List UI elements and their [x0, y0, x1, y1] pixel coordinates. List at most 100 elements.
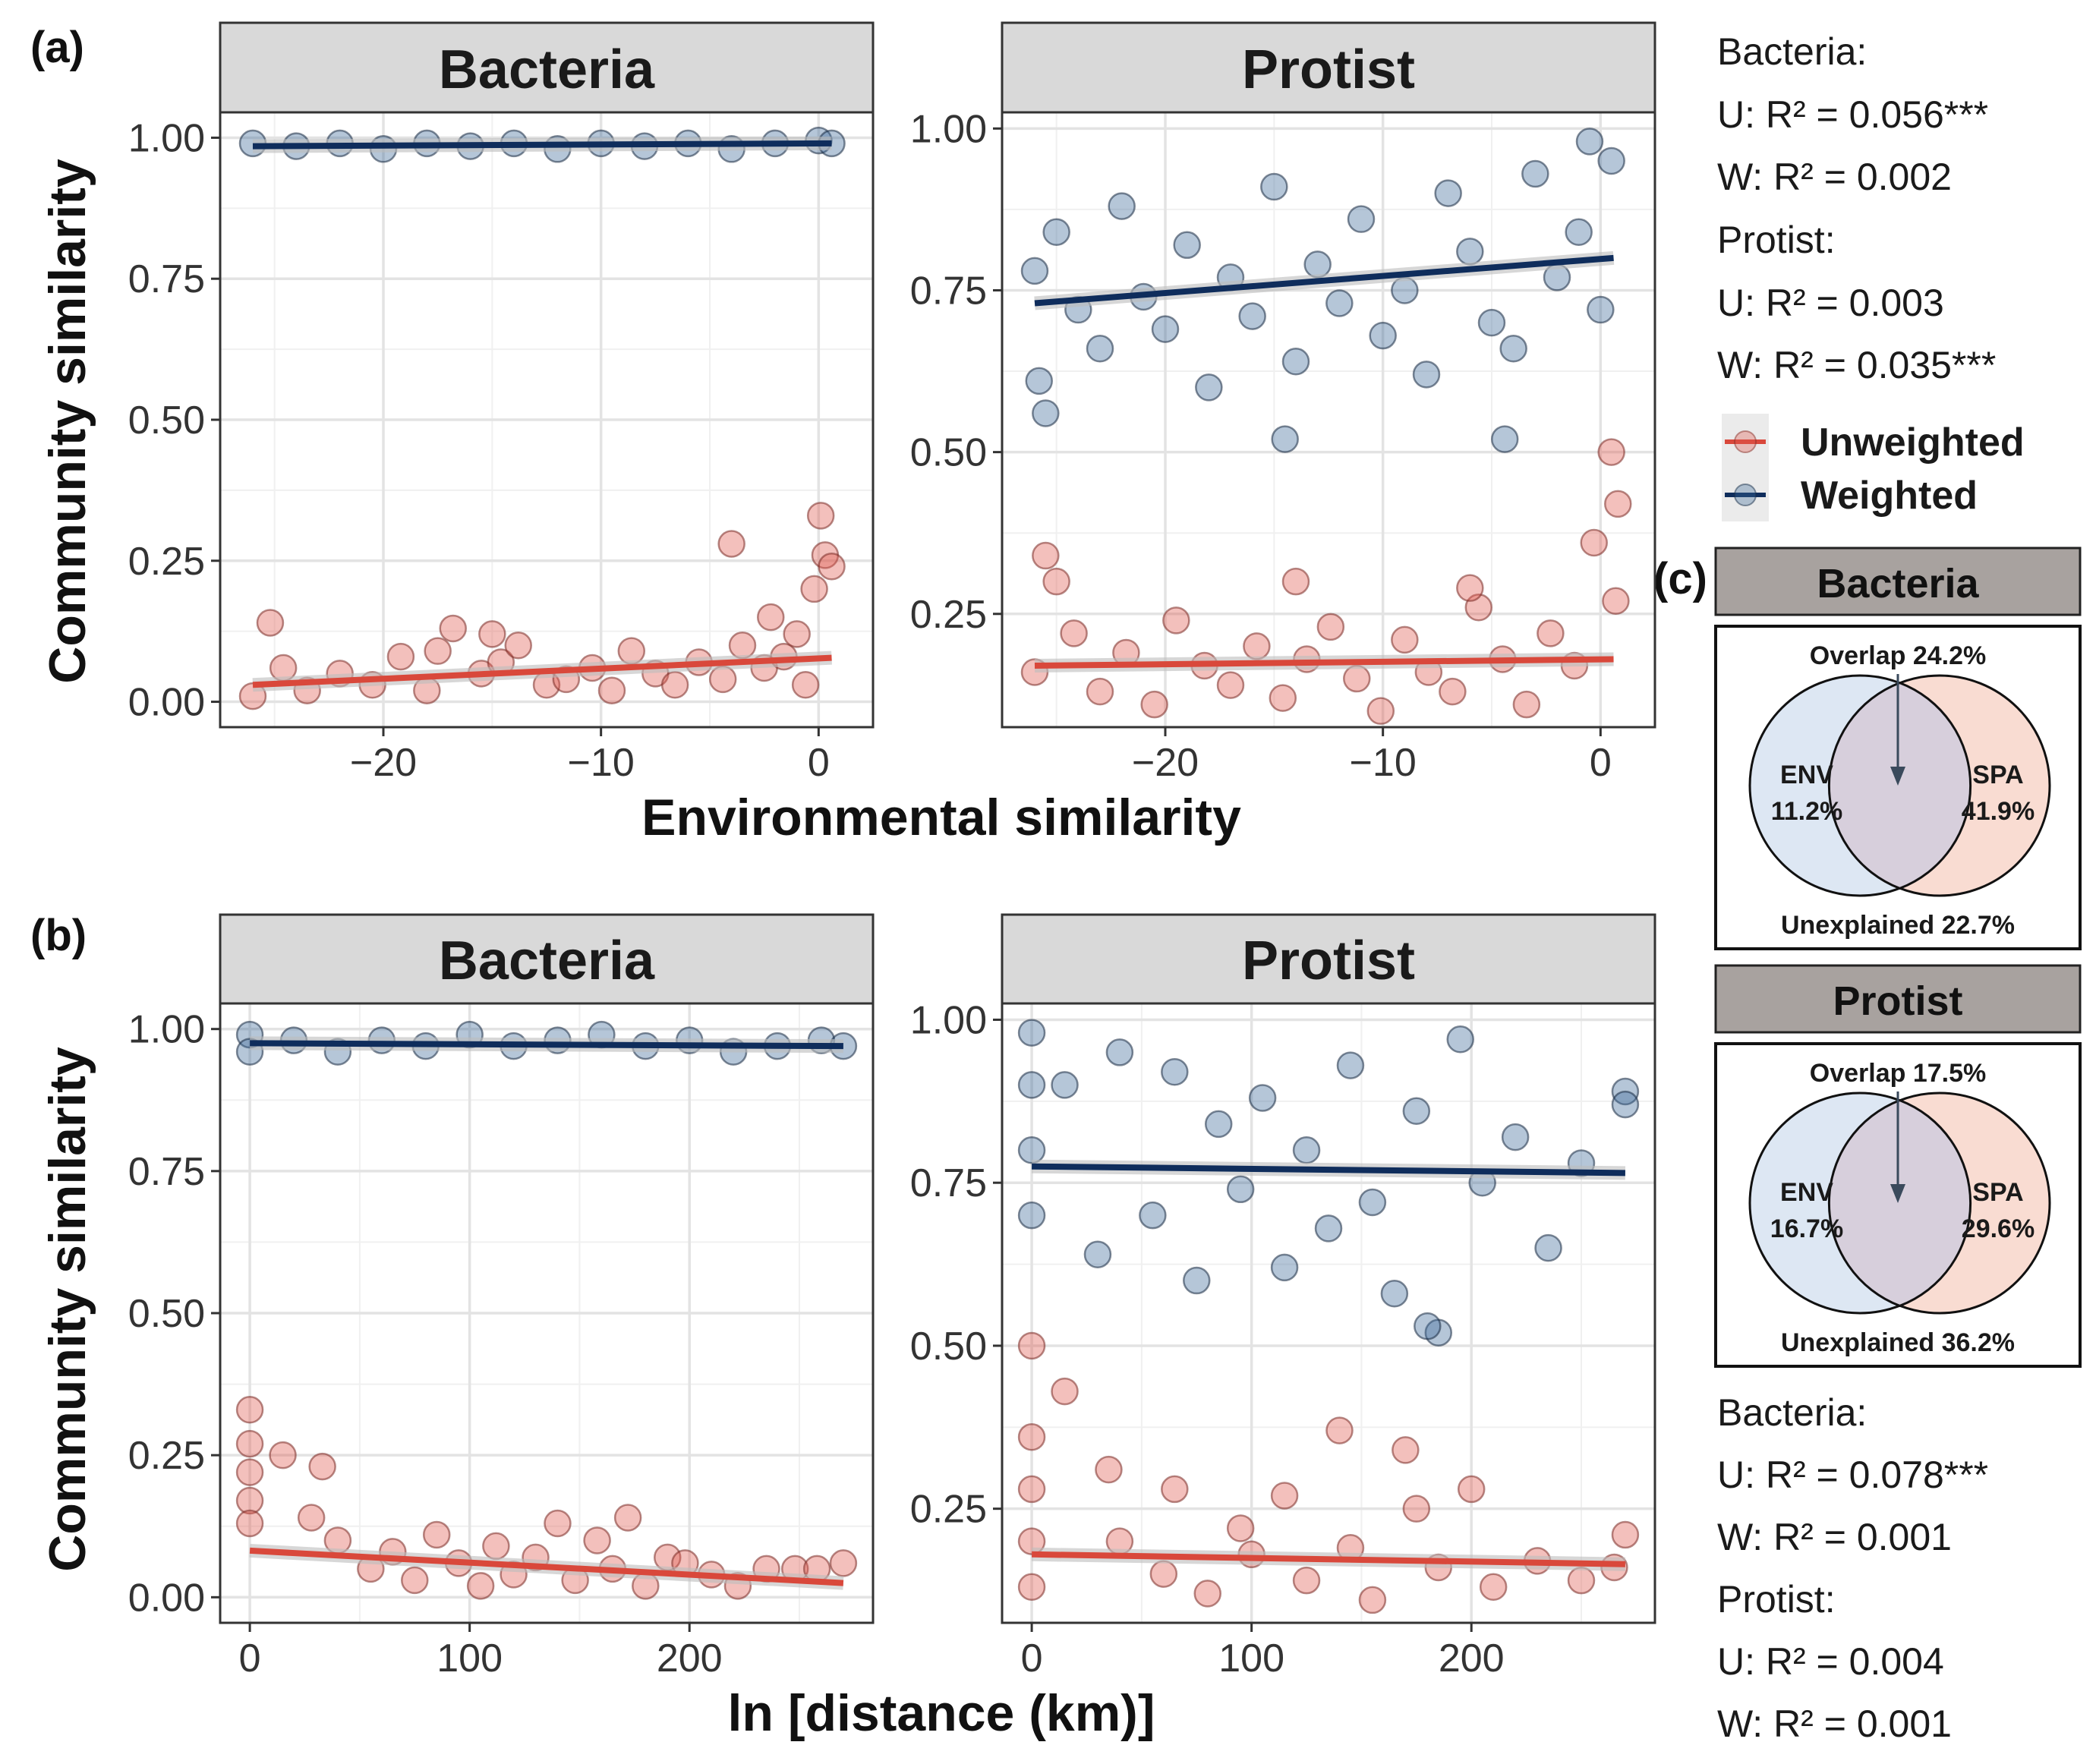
- facet-strip: [219, 913, 875, 1005]
- y-tick-label: 0.25: [910, 593, 987, 637]
- x-tick-label: 100: [437, 1636, 503, 1681]
- data-point-unweighted: [1343, 664, 1371, 693]
- data-point-unweighted: [504, 631, 532, 660]
- venn-bacteria: Bacteria Overlap 24.2% ENV 11.2% SPA 41.…: [1714, 547, 2082, 950]
- data-point-weighted: [1017, 1136, 1046, 1164]
- data-point-unweighted: [478, 620, 506, 648]
- data-point-unweighted: [308, 1452, 336, 1481]
- data-point-unweighted: [1325, 1416, 1354, 1444]
- fit-line-weighted: [1034, 254, 1614, 307]
- data-point-unweighted: [386, 642, 415, 671]
- legend-weighted-label: Weighted: [1801, 474, 1978, 518]
- data-point-weighted: [1358, 1188, 1387, 1217]
- data-point-unweighted: [269, 1441, 297, 1469]
- chart-b-protist: Protist 0.25 0.50 0.75 1.00 0 100 200: [910, 913, 1656, 1681]
- x-tick-label: −10: [568, 741, 635, 785]
- y-tick-label: 1.00: [128, 116, 205, 160]
- x-tick-label: 0: [239, 1636, 261, 1681]
- fit-line-weighted: [250, 1040, 843, 1050]
- data-point-weighted: [1051, 1071, 1079, 1099]
- data-point-weighted: [1281, 348, 1310, 376]
- data-point-unweighted: [583, 1526, 611, 1555]
- data-point-unweighted: [235, 1509, 264, 1538]
- data-point-weighted: [1303, 250, 1332, 279]
- plot-area: [1002, 1003, 1655, 1623]
- data-point-weighted: [1521, 159, 1549, 188]
- data-point-unweighted: [1017, 1573, 1046, 1602]
- stats-b-bacteria-head: Bacteria:: [1717, 1391, 1867, 1434]
- data-point-weighted: [1347, 205, 1376, 233]
- venn-protist-env-value: 16.7%: [1770, 1214, 1843, 1243]
- data-point-unweighted: [1017, 1331, 1046, 1360]
- panel-label-b: (b): [30, 911, 87, 960]
- data-point-weighted: [1490, 425, 1519, 453]
- data-point-unweighted: [482, 1532, 510, 1561]
- data-point-unweighted: [1479, 1573, 1508, 1602]
- data-point-unweighted: [1537, 619, 1565, 647]
- venn-bacteria-overlap: [1827, 681, 1972, 890]
- data-point-weighted: [1477, 308, 1506, 337]
- legend-weighted-point: [1734, 484, 1757, 506]
- data-point-unweighted: [235, 1396, 264, 1424]
- panel-label-a: (a): [30, 23, 84, 72]
- data-point-weighted: [1456, 238, 1484, 266]
- data-point-unweighted: [1457, 1475, 1486, 1504]
- venn-protist: Protist Overlap 17.5% ENV 16.7% SPA 29.6…: [1714, 964, 2082, 1368]
- data-point-unweighted: [806, 502, 835, 530]
- data-point-weighted: [1501, 1123, 1530, 1151]
- stats-a-protist-head: Protist:: [1717, 219, 1836, 261]
- data-point-weighted: [1226, 1175, 1255, 1204]
- stats-a-protist-u: U: R² = 0.003: [1717, 282, 1944, 324]
- data-point-weighted: [1248, 1084, 1277, 1112]
- data-point-weighted: [1083, 1240, 1112, 1268]
- stats-b-protist-w: W: R² = 0.001: [1717, 1703, 1952, 1745]
- data-point-weighted: [1369, 321, 1397, 350]
- stats-b-protist-u: U: R² = 0.004: [1717, 1640, 1944, 1683]
- legend-unweighted-label: Unweighted: [1801, 421, 2025, 465]
- data-point-unweighted: [1456, 574, 1484, 602]
- venn-protist-arrow-head: [1890, 1184, 1905, 1203]
- data-point-unweighted: [256, 609, 285, 637]
- venn-bacteria-arrow-head: [1890, 767, 1905, 786]
- data-point-unweighted: [1580, 528, 1608, 557]
- data-point-unweighted: [1567, 1566, 1596, 1595]
- x-axis-title-a: Environmental similarity: [641, 789, 1241, 846]
- data-point-unweighted: [1402, 1495, 1431, 1523]
- data-point-weighted: [1611, 1090, 1640, 1119]
- y-tick-label: 1.00: [128, 1008, 205, 1052]
- venn-protist-env-label: ENV: [1780, 1178, 1833, 1207]
- data-point-unweighted: [829, 1549, 858, 1577]
- panel-label-c: (c): [1653, 554, 1707, 603]
- y-tick-label: 0.25: [910, 1488, 987, 1532]
- stats-block-b: Bacteria: U: R² = 0.078*** W: R² = 0.001…: [1717, 1391, 1988, 1745]
- data-point-unweighted: [783, 620, 811, 648]
- data-point-unweighted: [1161, 1475, 1189, 1504]
- data-point-unweighted: [717, 530, 745, 558]
- x-tick-label: −20: [350, 741, 417, 785]
- legend-unweighted-point: [1734, 430, 1757, 453]
- data-point-weighted: [1017, 1019, 1046, 1047]
- venn-bacteria-spa-label: SPA: [1972, 761, 2023, 789]
- y-tick-label: 0.50: [128, 398, 205, 443]
- data-point-weighted: [1499, 334, 1527, 363]
- data-point-unweighted: [1162, 606, 1190, 635]
- venn-bacteria-overlap-label: Overlap 24.2%: [1810, 641, 1986, 670]
- legend: Unweighted Weighted: [1722, 414, 2025, 521]
- data-point-unweighted: [708, 665, 737, 694]
- fit-line-unweighted: [1034, 656, 1614, 669]
- data-point-weighted: [1042, 218, 1070, 246]
- y-tick-label: 0.75: [910, 269, 987, 313]
- facet-title: Protist: [1242, 39, 1415, 100]
- data-point-weighted: [1204, 1110, 1233, 1139]
- data-point-weighted: [1292, 1136, 1321, 1164]
- x-tick-label: 0: [808, 741, 830, 785]
- facet-title: Protist: [1242, 931, 1415, 991]
- chart-a-bacteria: Bacteria 0.00 0.25 0.50 0.75 1.00 −20 −10 0: [128, 21, 875, 785]
- data-point-weighted: [1587, 295, 1615, 324]
- data-point-weighted: [1025, 367, 1053, 395]
- venn-protist-title: Protist: [1833, 978, 1962, 1024]
- x-tick-label: −20: [1132, 741, 1199, 785]
- y-axis-title-b: Community similarity: [39, 1047, 96, 1572]
- venn-bacteria-unexplained: Unexplained 22.7%: [1781, 911, 2015, 940]
